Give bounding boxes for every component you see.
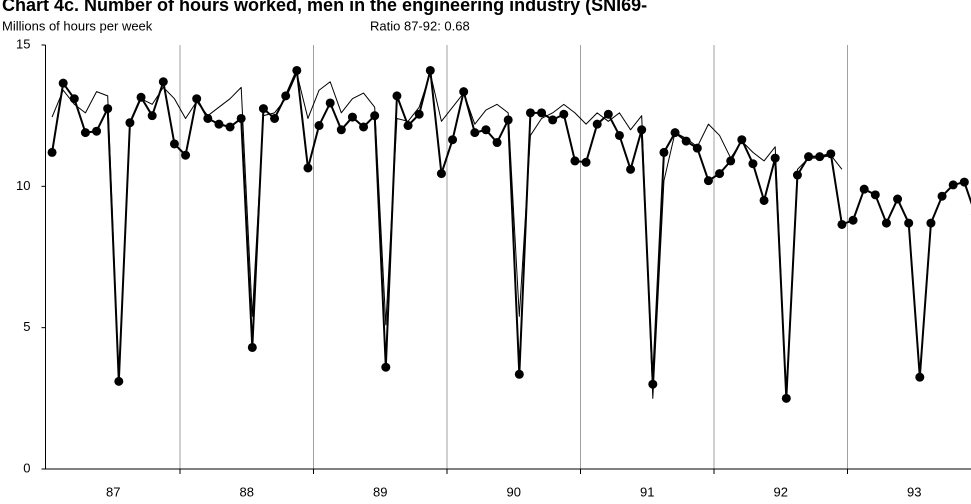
data-point — [314, 121, 324, 131]
data-point — [759, 195, 769, 205]
data-point — [815, 152, 825, 162]
y-tick-label: 0 — [23, 460, 30, 475]
x-tick-label: 93 — [907, 484, 921, 499]
data-point — [804, 152, 814, 162]
data-point — [414, 109, 424, 119]
data-point — [125, 118, 135, 128]
data-point — [881, 218, 891, 228]
data-point — [926, 218, 936, 228]
data-point — [915, 372, 925, 382]
data-point — [292, 65, 302, 75]
data-point — [225, 122, 235, 132]
data-point — [203, 113, 213, 123]
data-point — [848, 215, 858, 225]
data-point — [470, 128, 480, 138]
data-point — [859, 184, 869, 194]
data-point — [58, 78, 68, 88]
data-point — [459, 87, 469, 97]
data-point — [614, 130, 624, 140]
data-point — [826, 149, 836, 159]
data-point — [581, 157, 591, 167]
data-point — [236, 113, 246, 123]
data-point — [158, 77, 168, 87]
data-point — [103, 104, 113, 114]
data-point — [425, 65, 435, 75]
data-point — [47, 147, 57, 157]
data-point — [626, 164, 636, 174]
data-point — [169, 139, 179, 149]
data-point — [370, 111, 380, 121]
data-point — [959, 177, 969, 187]
data-point — [715, 169, 725, 179]
data-point — [637, 125, 647, 135]
data-point — [737, 135, 747, 145]
y-axis-label: Millions of hours per week — [2, 18, 153, 33]
data-point — [503, 115, 513, 125]
data-point — [192, 94, 202, 104]
data-point — [514, 369, 524, 379]
data-point — [303, 163, 313, 173]
data-point — [603, 109, 613, 119]
data-point — [147, 111, 157, 121]
data-point — [837, 219, 847, 229]
data-point — [770, 153, 780, 163]
data-point — [114, 376, 124, 386]
x-tick-label: 88 — [240, 484, 254, 499]
data-point — [692, 143, 702, 153]
data-point — [448, 135, 458, 145]
y-tick-label: 5 — [23, 319, 30, 334]
data-point — [336, 125, 346, 135]
data-point — [726, 156, 736, 166]
data-point — [570, 156, 580, 166]
data-point — [904, 218, 914, 228]
y-tick-label: 15 — [16, 36, 30, 51]
data-point — [548, 115, 558, 125]
data-point — [281, 91, 291, 101]
data-point — [592, 119, 602, 129]
data-point — [648, 379, 658, 389]
data-point — [948, 180, 958, 190]
data-point — [670, 128, 680, 138]
data-point — [870, 190, 880, 200]
data-point — [181, 150, 191, 160]
data-point — [214, 119, 224, 129]
data-point — [792, 170, 802, 180]
x-tick-label: 91 — [640, 484, 654, 499]
data-point — [69, 94, 79, 104]
series-line — [51, 72, 843, 399]
data-point — [381, 362, 391, 372]
data-point — [258, 104, 268, 114]
data-point — [748, 159, 758, 169]
data-point — [392, 91, 402, 101]
data-point — [436, 169, 446, 179]
data-point — [893, 194, 903, 204]
x-tick-label: 90 — [507, 484, 521, 499]
data-point — [537, 108, 547, 118]
data-point — [492, 138, 502, 148]
data-point — [481, 125, 491, 135]
data-point — [781, 393, 791, 403]
data-point — [92, 126, 102, 136]
data-point — [403, 121, 413, 131]
data-point — [359, 122, 369, 132]
data-point — [703, 176, 713, 186]
data-point — [325, 98, 335, 108]
annotation: Ratio 87-92: 0.68 — [370, 18, 470, 33]
data-point — [247, 342, 257, 352]
data-point — [559, 109, 569, 119]
data-point — [80, 128, 90, 138]
data-point — [136, 92, 146, 102]
data-point — [347, 112, 357, 122]
data-point — [525, 108, 535, 118]
x-tick-label: 87 — [106, 484, 120, 499]
x-tick-label: 89 — [373, 484, 387, 499]
y-tick-label: 10 — [16, 178, 30, 193]
data-point — [270, 113, 280, 123]
data-point — [681, 136, 691, 146]
data-point — [659, 147, 669, 157]
chart-title: Chart 4c. Number of hours worked, men in… — [2, 0, 647, 15]
x-tick-label: 92 — [774, 484, 788, 499]
data-point — [937, 191, 947, 201]
